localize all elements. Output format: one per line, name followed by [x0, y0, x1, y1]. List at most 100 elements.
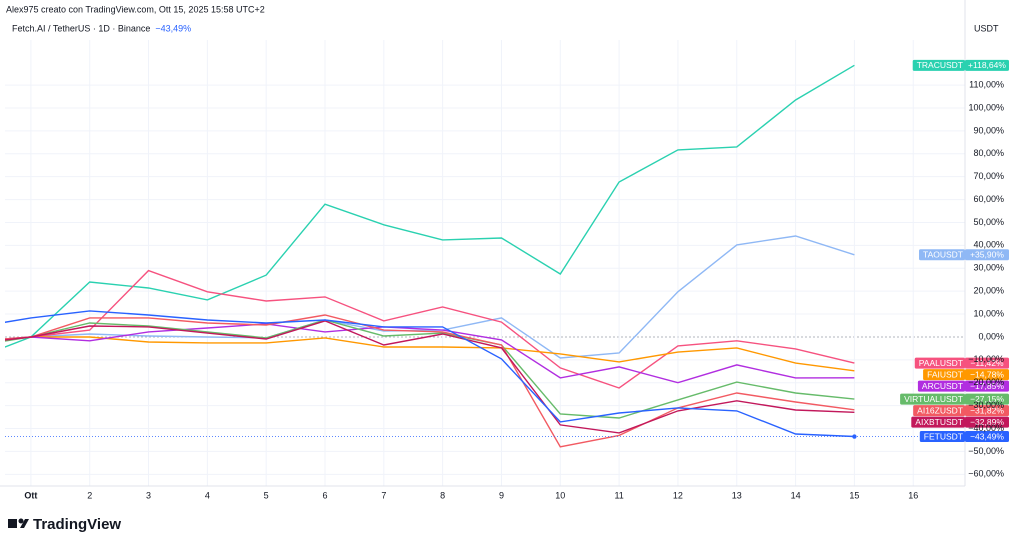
- series-line: [5, 269, 855, 389]
- tag-value-bg: [965, 393, 1009, 405]
- symbol-change: −43,49%: [155, 23, 191, 33]
- x-tick-label: 4: [205, 490, 210, 500]
- series-tag: AI16ZUSDT −31,82%: [913, 405, 1009, 417]
- y-tick-label: 0,00%: [978, 331, 1004, 341]
- tag-name-bg: [919, 249, 965, 261]
- x-tick-label: 8: [440, 490, 445, 500]
- value-label: −31,82%: [970, 405, 1004, 415]
- x-tick-label: 6: [322, 490, 327, 500]
- series-tag: AIXBTUSDT −32,89%: [911, 416, 1009, 428]
- value-label: −32,89%: [970, 417, 1004, 427]
- tag-name-bg: [900, 393, 965, 405]
- tag-value-bg: [965, 431, 1009, 443]
- x-tick-label: 11: [614, 490, 623, 500]
- tag-value-bg: [965, 380, 1009, 392]
- tag-name-bg: [919, 431, 965, 443]
- legend-entry: TAOUSDT: [923, 250, 963, 260]
- y-tick-label: −10,00%: [968, 354, 1004, 364]
- x-tick-label: 10: [555, 490, 565, 500]
- legend-entry: AIXBTUSDT: [915, 417, 963, 427]
- legend-entry: FETUSDT: [924, 431, 963, 441]
- value-label: −17,85%: [970, 381, 1004, 391]
- legend-entry: AI16ZUSDT: [917, 405, 963, 415]
- axis-unit: USDT: [974, 23, 999, 33]
- tags: TRACUSDT +118,64% TAOUSDT +35,90% PAALUSDT −1…: [900, 59, 1009, 443]
- x-tick-label: 3: [146, 490, 151, 500]
- tag-name-bg: [913, 405, 965, 417]
- value-label: +118,64%: [968, 60, 1006, 70]
- y-tick-label: −50,00%: [968, 446, 1004, 456]
- series-tag: FAIUSDT −14,78%: [923, 369, 1009, 381]
- x-tick-label: 13: [732, 490, 742, 500]
- x-tick-label: 16: [908, 490, 918, 500]
- y-tick-label: 100,00%: [968, 102, 1004, 112]
- series-tag: FETUSDT −43,49%: [919, 431, 1009, 443]
- series-tag: PAALUSDT −11,42%: [914, 357, 1009, 369]
- last-point: [852, 434, 857, 439]
- y-tick-label: 90,00%: [973, 125, 1004, 135]
- y-tick-label: −20,00%: [968, 377, 1004, 387]
- tag-value-bg: [965, 59, 1009, 71]
- series-line: [5, 336, 855, 372]
- logo-mark: [20, 519, 29, 528]
- x-tick-label: 9: [499, 490, 504, 500]
- series-line: [5, 323, 855, 384]
- y-tick-label: 110,00%: [969, 79, 1004, 89]
- y-tick-label: 70,00%: [973, 171, 1004, 181]
- series-line: [5, 310, 855, 438]
- x-tick-label: 7: [381, 490, 386, 500]
- y-tick-label: −40,00%: [968, 423, 1004, 433]
- y-tick-label: 40,00%: [973, 240, 1004, 250]
- logo-mark: [18, 518, 24, 524]
- y-tick-label: 10,00%: [973, 308, 1004, 318]
- x-tick-label: 14: [791, 490, 801, 500]
- symbol: Fetch.AI / TetherUS · 1D · Binance: [12, 23, 150, 33]
- series-line: [5, 314, 855, 448]
- y-tick-label: 20,00%: [973, 286, 1004, 296]
- grid: [5, 40, 965, 486]
- tag-name-bg: [914, 357, 965, 369]
- y-tick-label: −60,00%: [968, 469, 1004, 479]
- tag-name-bg: [917, 380, 965, 392]
- legend-entry: TRACUSDT: [917, 60, 963, 70]
- series-tag: TRACUSDT +118,64%: [912, 59, 1009, 71]
- legend-entry: FAIUSDT: [927, 369, 963, 379]
- value-label: −27,15%: [970, 394, 1004, 404]
- logo: TradingView: [8, 516, 121, 533]
- x-tick-label: Ott: [24, 490, 37, 500]
- series-line: [5, 320, 855, 434]
- y-tick-label: 60,00%: [973, 194, 1004, 204]
- series-tag: VIRTUALUSDT −27,15%: [900, 393, 1009, 405]
- y-tick-label: −30,00%: [968, 400, 1004, 410]
- logo-mark: [8, 519, 17, 528]
- value-label: −14,78%: [970, 369, 1004, 379]
- tag-value-bg: [965, 357, 1009, 369]
- x-tick-label: 5: [264, 490, 269, 500]
- value-label: −11,42%: [970, 358, 1004, 368]
- tag-name-bg: [911, 416, 965, 428]
- series-tag: TAOUSDT +35,90%: [919, 249, 1009, 261]
- tag-name-bg: [923, 369, 965, 381]
- tag-value-bg: [965, 369, 1009, 381]
- plot: [5, 64, 965, 448]
- x-tick-label: 15: [849, 490, 859, 500]
- logo-text: TradingView: [33, 516, 121, 533]
- tag-name-bg: [912, 59, 965, 71]
- value-label: −43,49%: [970, 431, 1004, 441]
- legend-entry: VIRTUALUSDT: [904, 394, 963, 404]
- legend-entry: ARCUSDT: [922, 381, 963, 391]
- series-line: [5, 64, 855, 348]
- legend-entry: PAALUSDT: [919, 358, 963, 368]
- y-tick-label: 30,00%: [973, 263, 1004, 273]
- value-label: +35,90%: [970, 250, 1004, 260]
- tag-value-bg: [965, 249, 1009, 261]
- y-tick-label: 80,00%: [973, 148, 1004, 158]
- series-line: [5, 319, 855, 419]
- x-tick-label: 2: [87, 490, 92, 500]
- x-tick-label: 12: [673, 490, 683, 500]
- series-tag: ARCUSDT −17,85%: [917, 380, 1009, 392]
- credit: Alex975 creato con TradingView.com, Ott …: [6, 4, 265, 14]
- y-tick-label: 50,00%: [973, 217, 1004, 227]
